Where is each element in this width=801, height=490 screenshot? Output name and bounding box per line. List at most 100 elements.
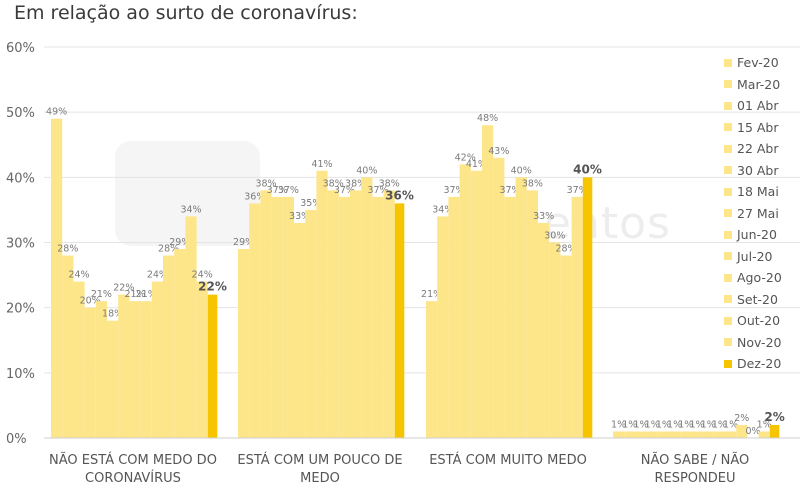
data-label: 1% <box>678 419 693 430</box>
data-label: 22% <box>198 280 227 294</box>
legend-swatch <box>724 123 732 132</box>
legend-item: Jul-20 <box>724 246 800 268</box>
bar <box>736 424 748 438</box>
data-label: 36% <box>385 188 414 202</box>
legend-item: Jun-20 <box>724 224 800 246</box>
bar <box>560 255 572 438</box>
category-label: CORONAVÍRUS <box>85 470 181 486</box>
y-tick-label: 20% <box>6 302 35 317</box>
category-label: ESTÁ COM UM POUCO DE <box>237 452 402 468</box>
legend-label: Jun-20 <box>737 227 777 243</box>
y-tick-label: 40% <box>6 171 35 186</box>
bar <box>361 177 373 439</box>
y-tick-label: 30% <box>6 237 35 252</box>
legend-swatch <box>724 209 732 218</box>
data-label: 1% <box>757 419 772 430</box>
legend-swatch <box>724 187 732 196</box>
legend-item: 22 Abr <box>724 138 800 160</box>
bar <box>549 242 561 438</box>
legend-label: 15 Abr <box>737 119 779 135</box>
data-label: 48% <box>477 113 498 124</box>
bar <box>62 255 74 438</box>
bar <box>350 190 362 438</box>
legend-item: 30 Abr <box>724 160 800 182</box>
bar <box>702 431 714 438</box>
data-label: 42% <box>455 152 476 163</box>
data-label: 38% <box>379 178 400 189</box>
data-label: 38% <box>345 178 366 189</box>
legend-swatch <box>724 80 732 89</box>
data-label: 41% <box>311 159 332 170</box>
bar <box>646 431 658 438</box>
bar <box>725 431 737 438</box>
legend-swatch <box>724 273 732 282</box>
legend-label: 30 Abr <box>737 162 779 178</box>
legend-label: 18 Mai <box>737 184 779 200</box>
bar <box>207 294 218 438</box>
bar <box>669 431 681 438</box>
data-label: 28% <box>555 244 576 255</box>
bar <box>504 196 516 438</box>
data-label: 49% <box>46 107 67 118</box>
bar <box>151 281 163 438</box>
bar <box>426 301 438 438</box>
bar <box>118 294 130 438</box>
data-label: 22% <box>113 283 134 294</box>
data-label: 41% <box>466 159 487 170</box>
data-label: 1% <box>633 419 648 430</box>
bar <box>713 431 725 438</box>
data-label: 34% <box>180 204 201 215</box>
data-label: 2% <box>734 413 749 424</box>
legend-label: Mar-20 <box>737 76 781 92</box>
data-label: 18% <box>102 309 123 320</box>
bar <box>437 216 449 438</box>
category-label: MEDO <box>300 471 340 486</box>
legend-item: Ago-20 <box>724 267 800 289</box>
legend-item: 27 Mai <box>724 203 800 225</box>
legend-swatch <box>724 316 732 325</box>
bar <box>84 307 96 438</box>
data-label: 37% <box>278 185 299 196</box>
data-label: 1% <box>701 419 716 430</box>
data-label: 21% <box>124 289 145 300</box>
legend-swatch <box>724 230 732 239</box>
legend-item: Out-20 <box>724 310 800 332</box>
category-label: NÃO ESTÁ COM MEDO DO <box>49 452 217 468</box>
bar <box>174 249 186 438</box>
bar <box>163 255 175 438</box>
data-label: 1% <box>656 419 671 430</box>
bar <box>613 431 625 438</box>
legend-label: 22 Abr <box>737 141 779 157</box>
data-label: 0% <box>745 426 760 437</box>
bar <box>238 249 250 438</box>
data-label: 43% <box>488 146 509 157</box>
bar <box>294 222 306 438</box>
bar <box>282 196 294 438</box>
data-label: 1% <box>622 419 637 430</box>
legend-swatch <box>724 359 732 368</box>
legend-swatch <box>724 295 732 304</box>
data-label: 1% <box>667 419 682 430</box>
bar <box>582 177 593 439</box>
bar <box>271 196 283 438</box>
bar <box>758 431 770 438</box>
bar <box>185 216 197 438</box>
data-label: 35% <box>300 198 321 209</box>
legend-label: Jul-20 <box>737 248 773 264</box>
data-label: 1% <box>689 419 704 430</box>
bar <box>538 222 550 438</box>
bar <box>624 431 636 438</box>
bar <box>526 190 538 438</box>
data-label: 1% <box>712 419 727 430</box>
data-label: 29% <box>233 237 254 248</box>
bar <box>327 190 339 438</box>
bar <box>372 196 384 438</box>
data-label: 33% <box>289 211 310 222</box>
data-label: 29% <box>169 237 190 248</box>
bar <box>459 164 471 439</box>
legend-label: Dez-20 <box>737 356 782 372</box>
bar <box>657 431 669 438</box>
legend-label: Nov-20 <box>737 334 782 350</box>
data-label: 21% <box>91 289 112 300</box>
